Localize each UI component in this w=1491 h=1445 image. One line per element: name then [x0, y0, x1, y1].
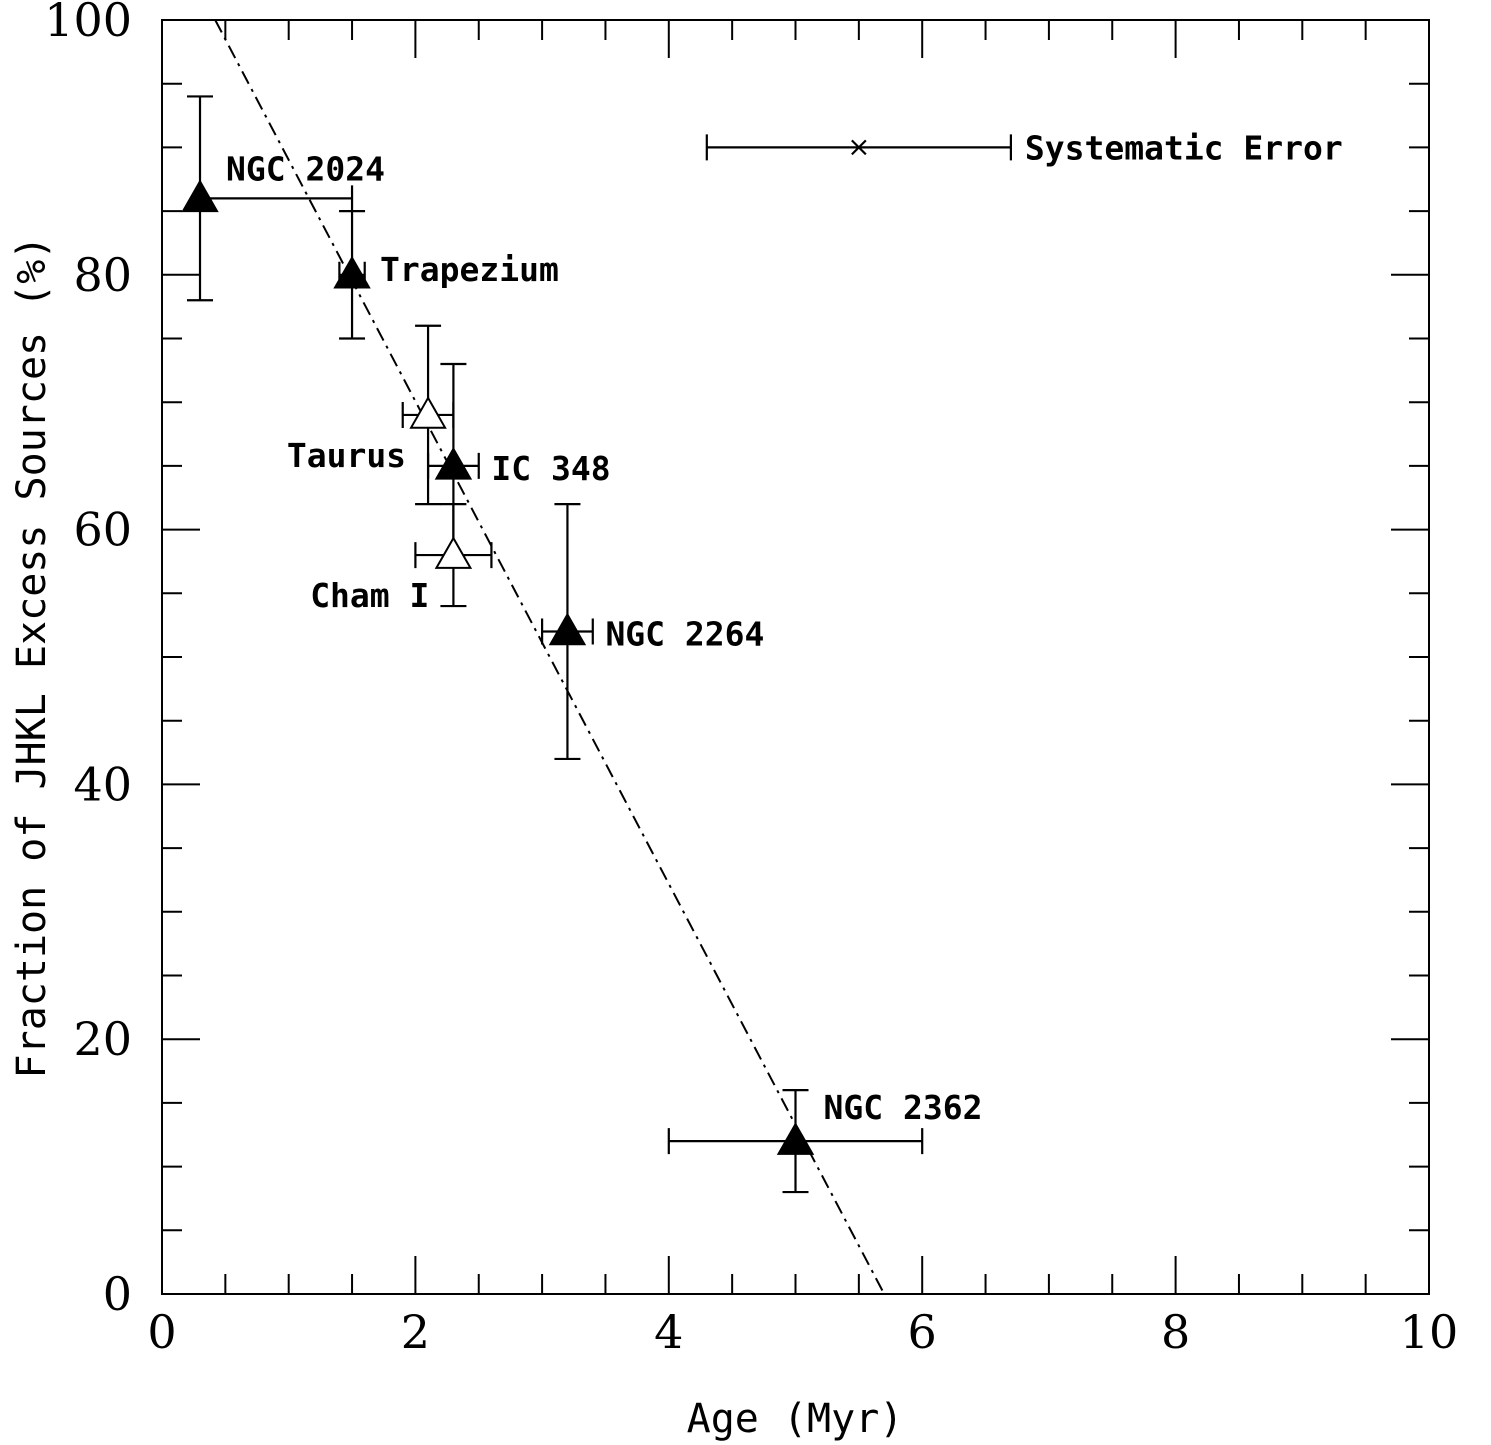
systematic-error-label: Systematic Error [1025, 128, 1343, 167]
filled-triangle-point [776, 1122, 815, 1155]
systematic-error-marker: Systematic Error [705, 128, 1343, 167]
point-label: Trapezium [380, 250, 559, 289]
point-label: NGC 2024 [226, 149, 385, 188]
x-tick-label: 4 [654, 1305, 683, 1359]
y-axis-title: Fraction of JHKL Excess Sources (%) [9, 236, 55, 1079]
fit-line [214, 19, 886, 1295]
x-tick-label: 10 [1400, 1305, 1459, 1359]
filled-triangle-point [548, 612, 587, 646]
point-label: NGC 2264 [605, 615, 764, 654]
point-label: Cham I [310, 576, 429, 615]
filled-triangle-point [333, 255, 371, 289]
y-tick-label: 20 [73, 1012, 132, 1066]
point-labels: NGC 2024 Trapezium IC 348 NGC 2264 NGC 2362 T… [226, 149, 982, 1127]
filled-triangle-point [181, 179, 219, 213]
cross-marker [851, 139, 867, 156]
y-tick-label: 40 [73, 757, 132, 811]
axis-ticks [161, 19, 1430, 1295]
y-tick-label: 100 [44, 0, 132, 47]
y-tick-label: 60 [73, 503, 132, 557]
point-label: IC 348 [491, 449, 610, 488]
x-tick-label: 2 [401, 1305, 430, 1359]
x-tick-label: 0 [147, 1305, 176, 1359]
filled-triangle-point [434, 446, 473, 480]
data-points [181, 95, 924, 1194]
x-axis-title: Age (Myr) [687, 1396, 904, 1442]
open-triangle-point [409, 395, 447, 429]
x-tick-label: 6 [908, 1305, 937, 1359]
point-label: NGC 2362 [824, 1088, 983, 1127]
open-triangle-point [434, 536, 473, 569]
x-tick-label: 8 [1161, 1305, 1190, 1359]
point-label: Taurus [287, 436, 406, 475]
y-tick-label: 0 [103, 1267, 132, 1321]
y-tick-label: 80 [73, 248, 132, 302]
error-bar [187, 95, 354, 302]
